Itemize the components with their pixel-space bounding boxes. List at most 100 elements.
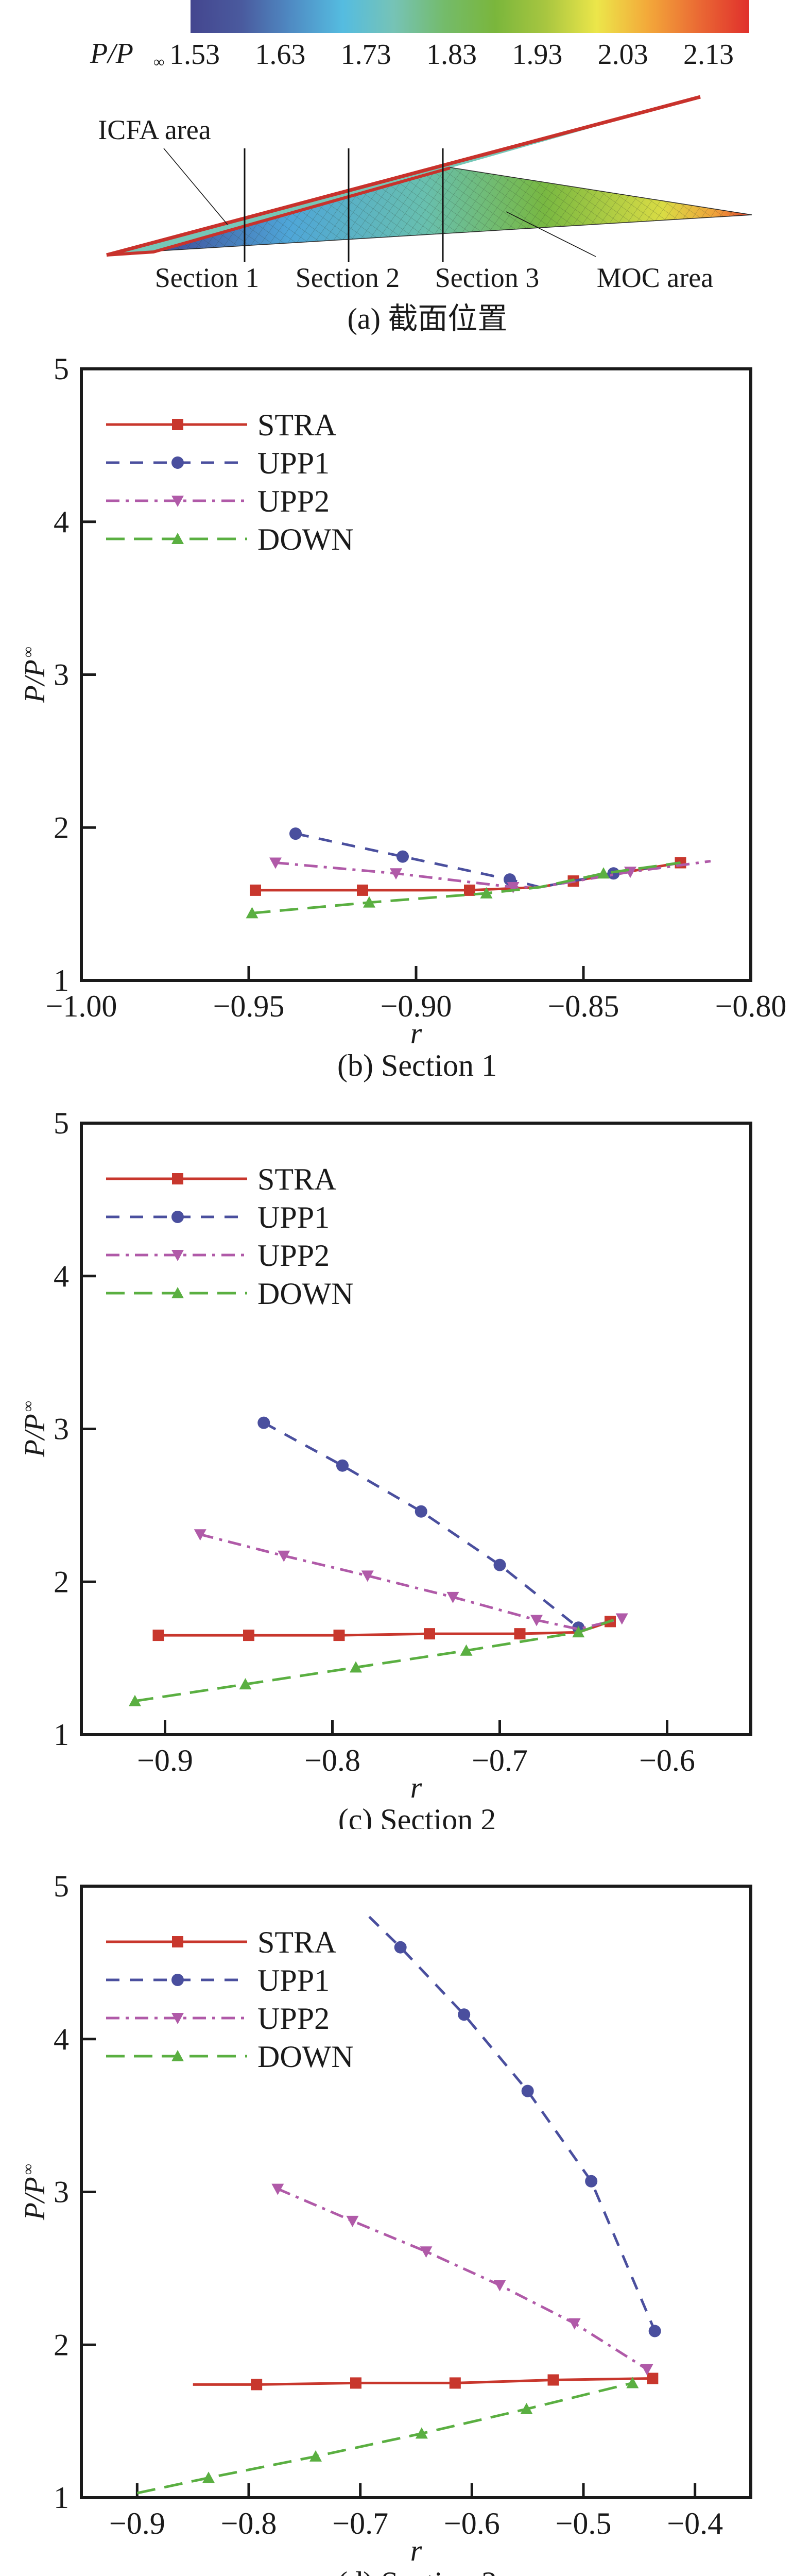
series-down bbox=[246, 861, 681, 919]
y-tick-label: 2 bbox=[54, 2328, 69, 2362]
legend-marker bbox=[171, 2013, 184, 2024]
data-point-upp1 bbox=[336, 1459, 349, 1472]
legend-item-down: DOWN bbox=[106, 2040, 354, 2074]
data-point-stra bbox=[547, 2374, 559, 2386]
legend-label: STRA bbox=[257, 1925, 336, 1959]
data-point-down bbox=[239, 1678, 252, 1690]
colorbar-tick-label: 1.93 bbox=[512, 39, 562, 71]
series-line-upp2 bbox=[200, 1533, 623, 1631]
legend-marker bbox=[171, 1211, 184, 1223]
series-line-stra bbox=[193, 2377, 653, 2386]
series-down bbox=[136, 2377, 639, 2495]
x-tick-label: −0.9 bbox=[109, 2506, 165, 2540]
x-tick-label: −0.4 bbox=[667, 2506, 723, 2540]
series-upp1 bbox=[289, 827, 681, 889]
legend-marker bbox=[172, 1173, 183, 1184]
y-tick-label: 1 bbox=[54, 2481, 69, 2515]
icfa-label: ICFA area bbox=[98, 114, 211, 145]
series-group bbox=[246, 827, 711, 919]
data-point-down bbox=[363, 896, 375, 908]
data-point-upp1 bbox=[257, 1416, 270, 1429]
data-point-upp2 bbox=[530, 1615, 543, 1626]
colorbar-title: P/P bbox=[90, 38, 133, 70]
data-point-stra bbox=[514, 1628, 526, 1640]
x-tick-label: −0.95 bbox=[213, 989, 285, 1023]
x-tick-label: −1.00 bbox=[46, 989, 117, 1023]
y-tick-label: 3 bbox=[54, 1412, 69, 1446]
y-tick-label: 4 bbox=[54, 1259, 69, 1293]
data-point-upp2 bbox=[615, 1613, 628, 1625]
data-point-stra bbox=[357, 884, 368, 896]
y-tick-label: 2 bbox=[54, 810, 69, 844]
x-tick-label: −0.90 bbox=[381, 989, 452, 1023]
legend-label: UPP1 bbox=[257, 1200, 330, 1234]
legend-marker bbox=[171, 1250, 184, 1261]
y-tick-label: 2 bbox=[54, 1565, 69, 1599]
data-point-down bbox=[460, 1644, 473, 1656]
x-axis: −1.00 −0.95 −0.90 −0.85 −0.80 r bbox=[46, 966, 787, 1050]
data-point-upp2 bbox=[194, 1529, 206, 1541]
colorbar: P/P ∞ 1.53 1.63 1.73 1.83 1.93 2.03 2.13 bbox=[90, 0, 749, 71]
chart-section-2: 1 2 3 4 5 P/P∞ −0.9 −0.8 −0.7 −0.6 r(c) Section 2 S… bbox=[19, 1106, 752, 1829]
y-tick-label: 4 bbox=[54, 505, 69, 539]
y-axis-title: P/P∞ bbox=[19, 2164, 51, 2221]
legend-item-upp1: UPP1 bbox=[106, 1200, 330, 1234]
chart-caption: (c) Section 2 bbox=[338, 1803, 496, 1829]
y-tick-label: 1 bbox=[54, 963, 69, 997]
legend-marker bbox=[171, 1974, 184, 1986]
data-point-down bbox=[520, 2402, 533, 2414]
legend-item-stra: STRA bbox=[106, 408, 336, 442]
inner-edge bbox=[106, 166, 451, 257]
data-point-stra bbox=[424, 1628, 435, 1640]
x-axis-title: r bbox=[410, 1016, 422, 1050]
legend-label: STRA bbox=[257, 408, 336, 442]
data-point-upp2 bbox=[493, 2280, 506, 2292]
data-point-down bbox=[202, 2471, 215, 2483]
series-line-down bbox=[136, 2381, 633, 2495]
data-point-upp1 bbox=[585, 2175, 598, 2188]
moc-mesh bbox=[159, 167, 752, 251]
x-tick-label: −0.7 bbox=[472, 1743, 528, 1777]
schematic-geometry bbox=[106, 95, 752, 262]
section-2-label: Section 2 bbox=[296, 262, 400, 293]
legend-label: UPP1 bbox=[257, 1963, 330, 1997]
y-axis-title: P/P∞ bbox=[19, 647, 51, 703]
y-tick-label: 4 bbox=[54, 2022, 69, 2056]
data-point-stra bbox=[449, 2377, 461, 2389]
legend-item-upp2: UPP2 bbox=[106, 1239, 330, 1273]
series-line-upp2 bbox=[275, 860, 711, 889]
legend-label: UPP2 bbox=[257, 1239, 330, 1273]
colorbar-tick-label: 1.53 bbox=[169, 39, 220, 71]
legend-marker bbox=[171, 456, 184, 469]
x-tick-label: −0.80 bbox=[715, 989, 787, 1023]
x-tick-label: −0.7 bbox=[332, 2506, 388, 2540]
y-axis: 1 2 3 4 5 P/P∞ bbox=[19, 1106, 96, 1752]
legend-marker bbox=[172, 1936, 183, 1947]
x-axis: −0.9 −0.8 −0.7 −0.6 r bbox=[137, 1720, 695, 1804]
x-tick-label: −0.9 bbox=[137, 1743, 193, 1777]
colorbar-tick-label: 1.63 bbox=[255, 39, 305, 71]
legend-item-upp1: UPP1 bbox=[106, 1963, 330, 1997]
legend-label: UPP1 bbox=[257, 446, 330, 480]
data-point-upp1 bbox=[493, 1558, 506, 1571]
legend-marker bbox=[171, 1287, 184, 1298]
y-tick-label: 3 bbox=[54, 2175, 69, 2209]
y-tick-label: 5 bbox=[54, 1869, 69, 1903]
data-point-stra bbox=[243, 1630, 254, 1641]
data-point-upp2 bbox=[568, 2318, 581, 2330]
series-upp1 bbox=[368, 1916, 661, 2337]
x-tick-label: −0.8 bbox=[221, 2506, 277, 2540]
x-axis-title: r bbox=[410, 1771, 422, 1804]
series-upp2 bbox=[194, 1529, 628, 1631]
legend-marker bbox=[171, 496, 184, 507]
colorbar-gradient bbox=[191, 0, 749, 33]
data-point-stra bbox=[251, 2379, 263, 2391]
y-tick-label: 5 bbox=[54, 352, 69, 386]
data-point-down bbox=[415, 2427, 428, 2439]
legend-label: UPP2 bbox=[257, 484, 330, 518]
legend-item-upp2: UPP2 bbox=[106, 2002, 330, 2036]
section-3-label: Section 3 bbox=[435, 262, 539, 293]
colorbar-tick-label: 2.03 bbox=[598, 39, 648, 71]
data-point-down bbox=[626, 2377, 639, 2388]
series-line-upp1 bbox=[368, 1916, 657, 2332]
